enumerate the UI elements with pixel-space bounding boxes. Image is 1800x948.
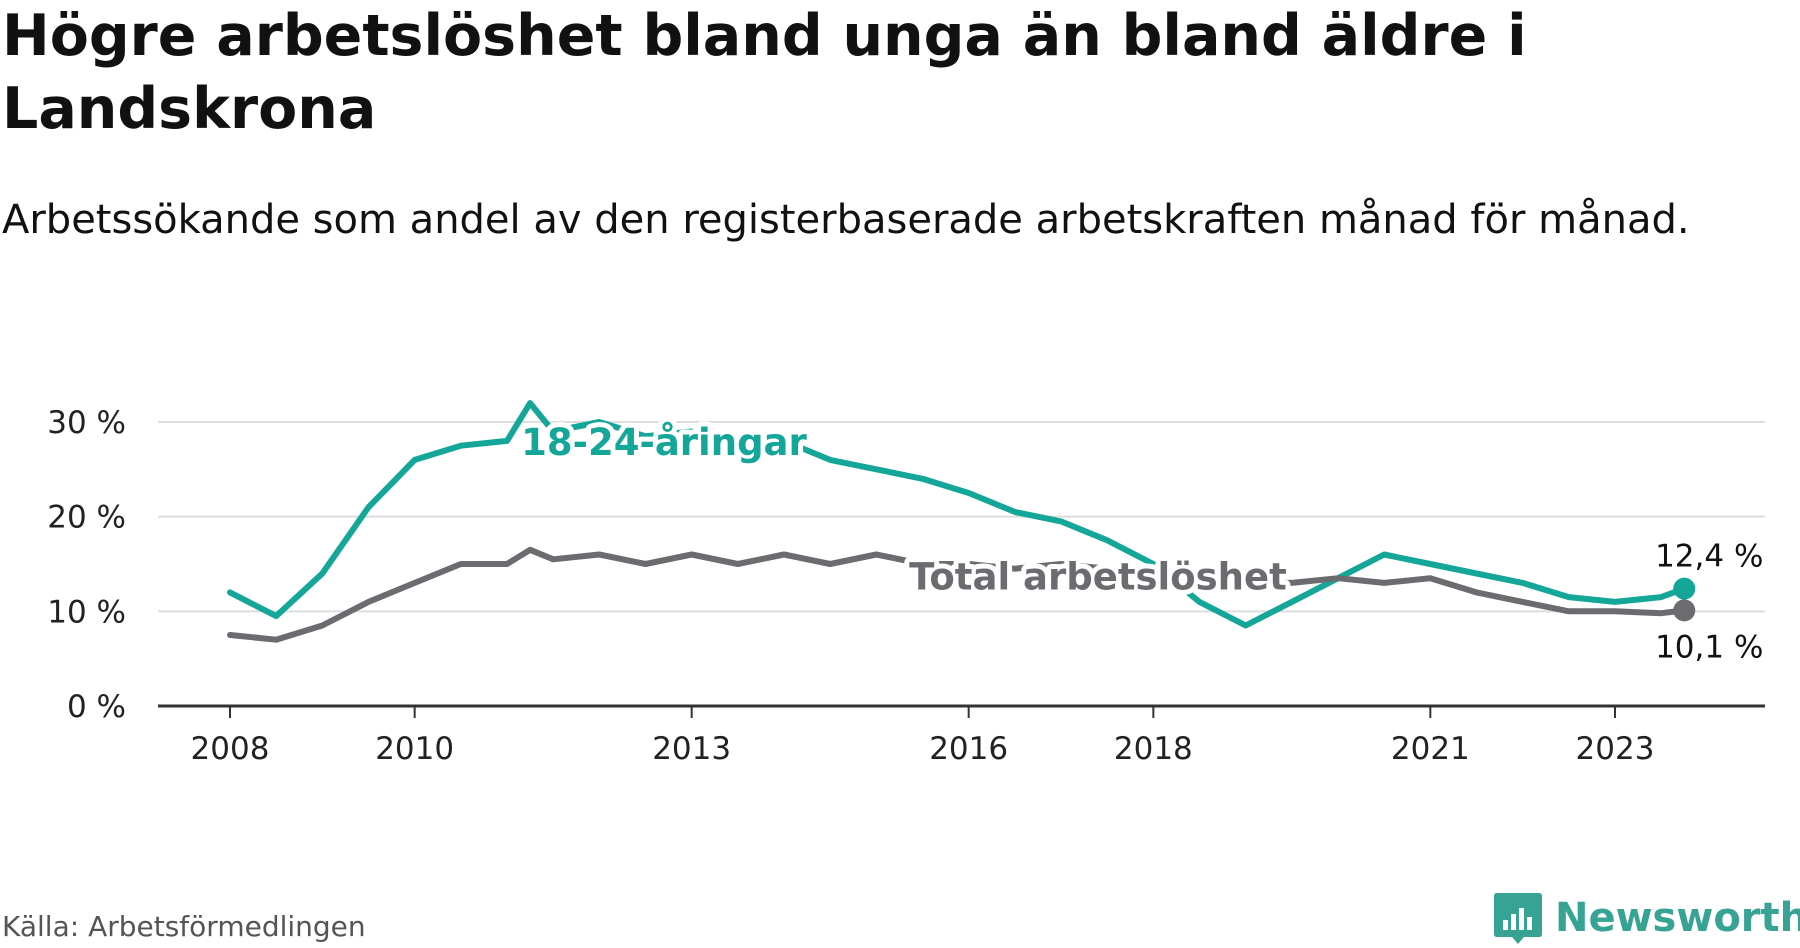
series-annotation: Total arbetslöshet <box>909 556 1287 599</box>
end-point-total <box>1673 599 1696 622</box>
chart-subtitle: Arbetssökande som andel av den registerb… <box>2 197 1690 243</box>
newsworthy-logo-icon <box>1494 893 1542 944</box>
x-tick-label: 2013 <box>652 731 731 767</box>
y-tick-label: 0 % <box>67 689 126 725</box>
brand[interactable]: Newsworthy <box>1493 890 1800 946</box>
source-note: Källa: Arbetsförmedlingen <box>2 910 366 943</box>
x-tick-label: 2016 <box>929 731 1008 767</box>
series-line-youth <box>227 400 1688 629</box>
series-annotation: 18-24-åringar <box>521 421 807 464</box>
end-label-total: 10,1 % <box>1655 629 1763 665</box>
y-tick-label: 20 % <box>47 500 126 536</box>
y-tick-label: 10 % <box>47 594 126 630</box>
end-point-youth <box>1673 577 1696 600</box>
x-tick-label: 2018 <box>1114 731 1193 767</box>
brand-name: Newsworthy <box>1555 895 1800 941</box>
chart-title: Högre arbetslöshet bland unga än bland ä… <box>2 3 1527 142</box>
x-tick-label: 2008 <box>191 731 270 767</box>
x-tick-label: 2023 <box>1576 731 1655 767</box>
x-tick-label: 2021 <box>1391 731 1470 767</box>
series-line-total <box>227 546 1688 643</box>
end-label-youth: 12,4 % <box>1655 539 1763 575</box>
y-tick-label: 30 % <box>47 405 126 441</box>
x-tick-label: 2010 <box>375 731 454 767</box>
